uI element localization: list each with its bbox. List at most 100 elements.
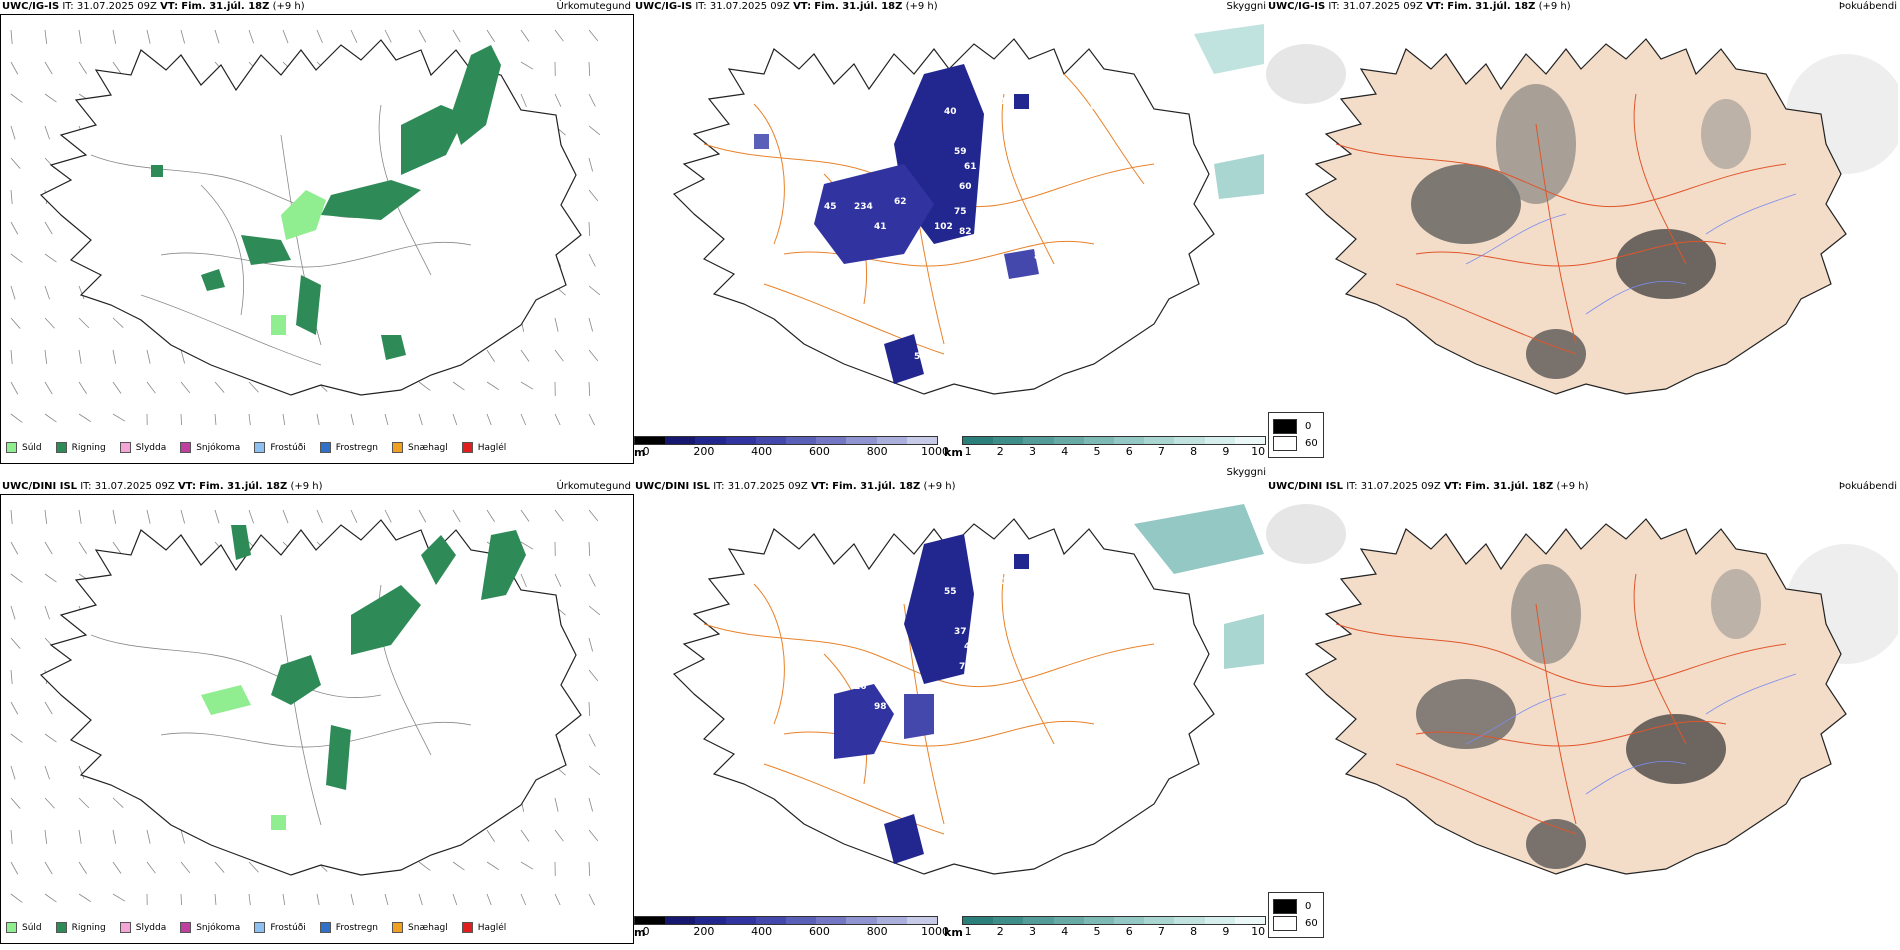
panel-fog-bottom: UWC/DINI ISL IT: 31.07.2025 09Z VT: Fim.… — [1266, 481, 1900, 944]
scale-step — [876, 437, 907, 444]
wind-barb — [520, 61, 534, 70]
wind-barb — [214, 509, 220, 524]
scale-tick-label: 9 — [1222, 925, 1230, 938]
wind-barb — [588, 669, 599, 682]
wind-barb — [180, 349, 186, 364]
ceiling-value-label: 38 — [824, 682, 837, 692]
wind-barb — [44, 61, 53, 75]
legend-label: Frostúði — [270, 442, 306, 453]
legend-swatch — [254, 442, 266, 453]
wind-barb — [452, 861, 465, 871]
fog-legend-item: 0 — [1273, 419, 1319, 434]
wind-barb — [554, 509, 564, 522]
wind-barb — [316, 29, 323, 44]
fog-legend-label: 0 — [1305, 901, 1312, 912]
legend-label: Súld — [22, 442, 42, 453]
fog-legend: 0 60 — [1268, 892, 1324, 938]
lead-time: (+9 h) — [923, 481, 956, 492]
ceiling-value-label: 186 — [954, 687, 973, 697]
wind-barb — [384, 29, 392, 43]
legend-label: Súld — [22, 922, 42, 933]
scale-step — [755, 917, 787, 924]
scale-step — [963, 917, 994, 924]
fog-legend-swatch — [1273, 436, 1297, 451]
panel-header: UWC/DINI ISL IT: 31.07.2025 09Z VT: Fim.… — [1268, 480, 1589, 494]
wind-barb — [588, 93, 596, 107]
wind-barb — [44, 573, 57, 583]
scale-tick-label: 800 — [866, 925, 888, 938]
scale-step — [846, 437, 877, 444]
wind-barb — [554, 29, 564, 42]
scale-step — [1204, 437, 1235, 444]
wind-barb — [44, 125, 50, 140]
ceiling-value-label: 16 — [1084, 102, 1097, 112]
wind-barb — [146, 381, 156, 394]
wind-barb — [10, 29, 13, 44]
panel-title: Úrkomutegund — [556, 1, 631, 12]
wind-barb — [10, 605, 16, 620]
panel-header: UWC/IG-IS IT: 31.07.2025 09Z VT: Fim. 31… — [1268, 0, 1571, 14]
wind-barb — [10, 285, 16, 300]
wind-barb — [452, 381, 465, 391]
it-label: IT: — [62, 1, 74, 12]
wind-barb — [554, 573, 562, 587]
scale-tick-label: 400 — [751, 445, 773, 458]
fog-areas — [1411, 84, 1751, 379]
wind-barb — [418, 861, 431, 871]
wind-barb — [78, 829, 82, 844]
scale-step — [816, 437, 847, 444]
scale-step — [1053, 917, 1084, 924]
legend-item: Frostregn — [319, 442, 378, 453]
wind-barb — [10, 253, 23, 263]
panel-header: UWC/DINI ISL IT: 31.07.2025 09Z VT: Fim.… — [2, 480, 323, 494]
wind-barb — [44, 221, 53, 235]
wind-barb — [486, 29, 495, 42]
panel-title: Þokuábendi — [1838, 1, 1897, 12]
wind-barb — [10, 157, 21, 169]
ceiling-value-label: 78 — [894, 677, 907, 687]
wind-barb — [350, 509, 358, 523]
wind-barb — [248, 509, 254, 524]
scale-step — [906, 917, 938, 924]
scale-tick-label: 3 — [1029, 445, 1037, 458]
wind-barb — [588, 541, 591, 557]
scale-step — [1023, 437, 1054, 444]
scale-step — [1204, 917, 1235, 924]
wind-barb — [10, 317, 21, 329]
ceiling-value-label: 80 — [1034, 252, 1047, 262]
precip-areas — [201, 525, 526, 830]
scale-tick-label: 200 — [693, 445, 715, 458]
wind-barb — [10, 765, 16, 780]
wind-barb — [554, 413, 561, 425]
it-value: 31.07.2025 09Z — [709, 1, 790, 12]
legend-label: Snjókoma — [196, 922, 241, 933]
wind-barb — [44, 893, 57, 903]
scale-step — [786, 437, 817, 444]
wind-barb — [248, 381, 259, 393]
scale-step — [993, 917, 1024, 924]
wind-barb — [44, 349, 48, 364]
wind-barb — [112, 509, 117, 524]
ceiling-value-label: 51 — [994, 97, 1007, 107]
scale-tick-label: 7 — [1157, 445, 1165, 458]
scale-step — [725, 437, 756, 444]
it-value: 31.07.2025 09Z — [727, 481, 808, 492]
legend-item: Haglél — [461, 922, 506, 933]
legend-label: Snæhagl — [408, 922, 448, 933]
fog-legend-label: 0 — [1305, 421, 1312, 432]
ceiling-value-label: 46 — [964, 642, 977, 652]
wind-barb — [588, 253, 596, 267]
legend-swatch — [461, 442, 473, 453]
legend-item: Haglél — [461, 442, 506, 453]
vt-value: Fim. 31.júl. 18Z — [832, 481, 921, 492]
ceiling-value-label: 67 — [979, 167, 992, 177]
wind-barb — [78, 509, 82, 524]
scale-step — [993, 437, 1024, 444]
wind-barb — [78, 765, 85, 780]
ceiling-unit: m — [634, 446, 646, 459]
scale-labels: 0 200 400 600 800 1000 — [634, 925, 949, 938]
vt-label: VT: — [810, 481, 829, 492]
wind-barb — [44, 381, 53, 395]
wind-barb — [112, 829, 117, 844]
map-precip-type — [10, 29, 601, 425]
